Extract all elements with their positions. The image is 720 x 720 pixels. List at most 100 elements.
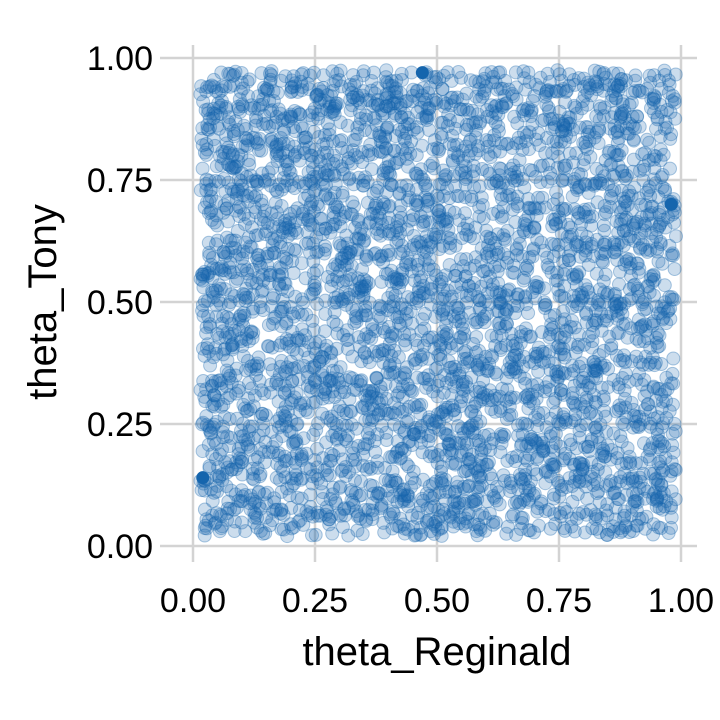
data-point	[334, 159, 349, 174]
data-point	[558, 446, 573, 461]
data-point	[648, 472, 663, 487]
data-point	[263, 385, 278, 400]
data-point	[570, 487, 585, 502]
data-point	[565, 267, 580, 282]
data-point	[628, 84, 643, 99]
data-point	[209, 237, 223, 252]
data-point	[324, 353, 339, 368]
data-point	[427, 133, 442, 148]
data-point	[508, 336, 523, 351]
data-point	[372, 126, 387, 140]
data-point	[245, 262, 260, 277]
data-point	[609, 294, 624, 308]
data-point	[588, 176, 603, 191]
data-point	[427, 161, 442, 176]
x-tick-label: 0.00	[160, 582, 226, 620]
data-point	[518, 82, 533, 97]
data-point	[333, 238, 348, 253]
data-point	[200, 293, 215, 308]
data-point	[446, 519, 461, 534]
data-point	[560, 117, 575, 131]
data-point	[275, 405, 290, 420]
data-point	[567, 524, 582, 539]
data-point	[296, 204, 311, 219]
data-point	[608, 476, 623, 491]
data-point	[442, 484, 457, 499]
data-point	[431, 348, 446, 363]
data-point	[351, 330, 366, 345]
data-point	[540, 66, 555, 81]
data-point	[413, 528, 428, 543]
data-point	[492, 316, 507, 330]
data-point	[509, 248, 524, 263]
data-point	[261, 318, 276, 333]
data-point	[411, 234, 425, 249]
data-point	[281, 404, 296, 419]
data-point	[480, 262, 495, 277]
data-point	[325, 526, 340, 541]
data-point	[637, 146, 652, 160]
data-point	[365, 413, 379, 428]
data-point	[551, 473, 565, 488]
data-point	[668, 462, 683, 477]
data-point	[263, 132, 278, 147]
data-point	[578, 440, 592, 455]
data-point	[288, 76, 302, 91]
data-point	[393, 485, 407, 500]
data-point	[414, 498, 428, 513]
data-point	[665, 438, 680, 453]
data-point	[512, 236, 527, 251]
data-point	[472, 302, 487, 317]
data-point	[517, 180, 532, 195]
data-point	[654, 420, 669, 435]
data-point	[522, 75, 537, 90]
data-point	[354, 354, 369, 369]
data-point	[590, 476, 605, 491]
data-point	[231, 441, 246, 456]
y-tick-label: 0.00	[87, 528, 153, 566]
data-point	[476, 386, 491, 401]
data-point	[614, 72, 629, 87]
data-point	[582, 329, 596, 344]
data-point	[338, 285, 353, 300]
data-point	[375, 108, 390, 123]
data-point	[644, 226, 659, 241]
data-point	[554, 73, 569, 88]
data-point	[241, 194, 256, 209]
data-point	[354, 474, 368, 489]
data-point	[572, 265, 587, 280]
data-point	[263, 265, 278, 280]
data-point	[650, 427, 665, 442]
data-point	[550, 273, 565, 288]
data-point	[397, 423, 412, 438]
data-point	[243, 488, 258, 503]
data-point	[289, 433, 304, 448]
data-point	[434, 528, 449, 543]
data-point	[518, 390, 532, 405]
data-point	[247, 515, 262, 530]
data-point	[669, 229, 683, 244]
data-point	[501, 181, 516, 196]
data-point	[543, 429, 558, 444]
data-point	[212, 278, 227, 293]
data-point	[220, 501, 235, 516]
data-point	[543, 469, 558, 484]
data-point	[624, 188, 639, 203]
highlighted-data-point	[196, 471, 210, 485]
data-point	[312, 81, 327, 96]
data-point	[478, 66, 493, 81]
data-point	[277, 385, 292, 400]
data-point	[632, 261, 647, 276]
data-point	[250, 356, 265, 371]
data-point	[355, 145, 370, 160]
data-point	[293, 513, 308, 528]
data-point	[533, 354, 548, 368]
data-point	[589, 509, 604, 524]
data-point	[557, 291, 572, 306]
data-point	[447, 146, 462, 161]
data-point	[356, 447, 371, 462]
data-point	[235, 313, 249, 328]
data-point	[199, 326, 214, 341]
data-point	[257, 445, 272, 459]
data-point	[358, 170, 373, 185]
